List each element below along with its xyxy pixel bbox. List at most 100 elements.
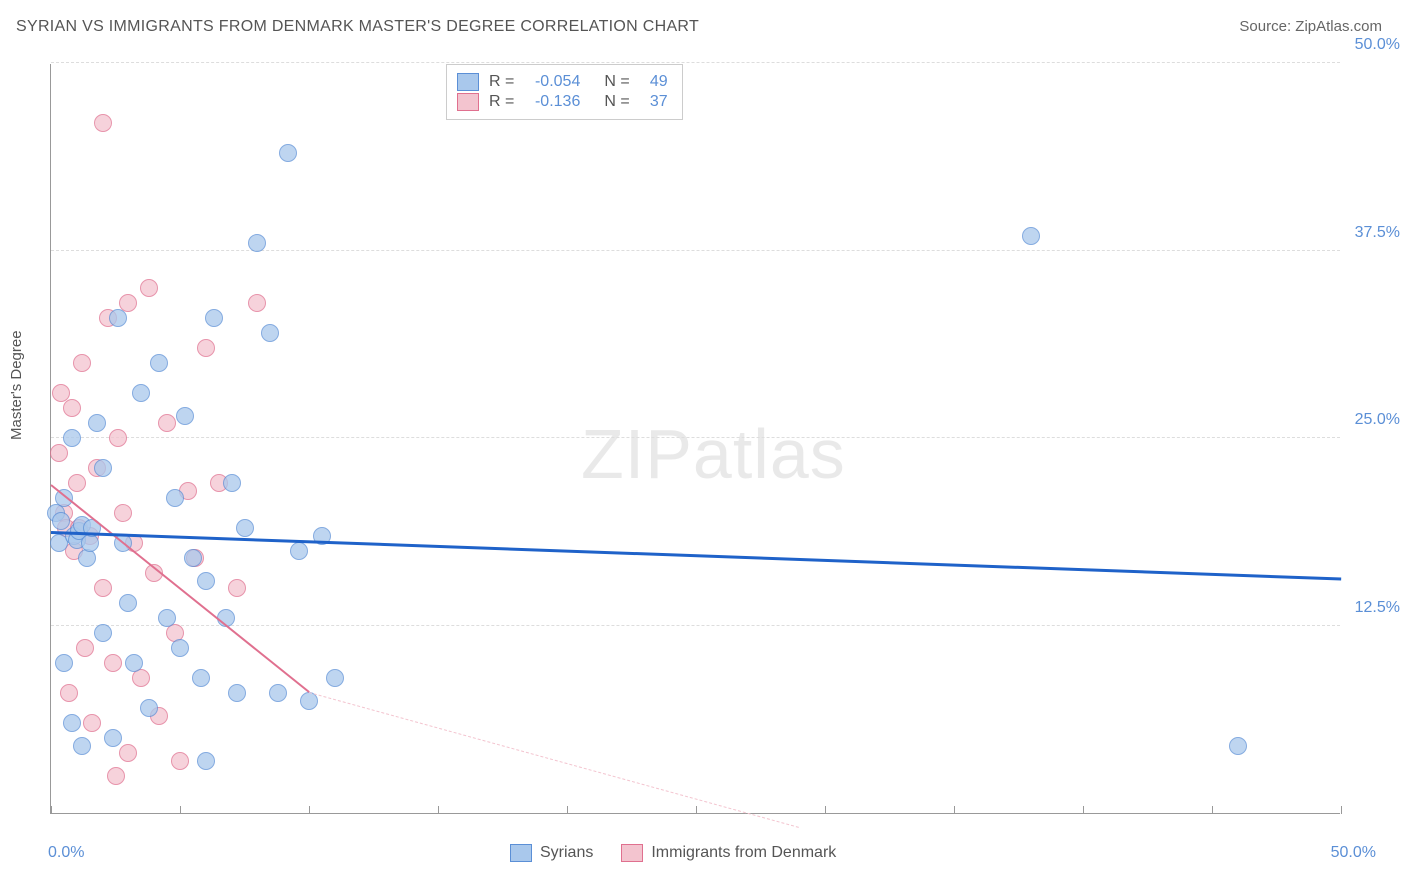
- stats-legend-row: R =-0.054 N =49: [457, 73, 668, 91]
- data-point: [88, 414, 106, 432]
- data-point: [107, 767, 125, 785]
- data-point: [60, 684, 78, 702]
- data-point: [158, 609, 176, 627]
- x-tick: [1341, 806, 1342, 814]
- series-legend: Syrians Immigrants from Denmark: [510, 844, 836, 862]
- data-point: [171, 639, 189, 657]
- legend-item: Syrians: [510, 844, 593, 862]
- data-point: [1229, 737, 1247, 755]
- source-name: ZipAtlas.com: [1295, 18, 1382, 35]
- x-tick: [567, 806, 568, 814]
- data-point: [261, 324, 279, 342]
- x-tick: [954, 806, 955, 814]
- data-point: [176, 407, 194, 425]
- r-label: R =: [489, 73, 514, 91]
- x-tick: [180, 806, 181, 814]
- data-point: [197, 339, 215, 357]
- data-point: [171, 752, 189, 770]
- data-point: [326, 669, 344, 687]
- data-point: [94, 579, 112, 597]
- data-point: [184, 549, 202, 567]
- data-point: [228, 579, 246, 597]
- data-point: [197, 572, 215, 590]
- x-tick: [309, 806, 310, 814]
- r-value: -0.054: [524, 73, 580, 91]
- x-tick: [825, 806, 826, 814]
- stats-legend: R =-0.054 N =49R =-0.136 N =37: [446, 64, 683, 120]
- data-point: [205, 309, 223, 327]
- data-point: [104, 654, 122, 672]
- data-point: [94, 459, 112, 477]
- data-point: [114, 504, 132, 522]
- data-point: [119, 594, 137, 612]
- data-point: [290, 542, 308, 560]
- y-tick-label: 50.0%: [1355, 36, 1400, 54]
- data-point: [236, 519, 254, 537]
- data-point: [63, 399, 81, 417]
- data-point: [76, 639, 94, 657]
- r-label: R =: [489, 93, 514, 111]
- regression-line: [50, 484, 309, 693]
- legend-label: Immigrants from Denmark: [651, 844, 836, 862]
- data-point: [73, 354, 91, 372]
- legend-swatch: [621, 844, 643, 862]
- legend-swatch: [457, 73, 479, 91]
- page-title: SYRIAN VS IMMIGRANTS FROM DENMARK MASTER…: [16, 18, 699, 36]
- legend-swatch: [457, 93, 479, 111]
- x-tick: [696, 806, 697, 814]
- data-point: [248, 294, 266, 312]
- x-tick: [438, 806, 439, 814]
- gridline: [51, 250, 1340, 251]
- data-point: [125, 654, 143, 672]
- regression-line: [309, 692, 799, 828]
- data-point: [150, 354, 168, 372]
- n-value: 37: [640, 93, 668, 111]
- data-point: [109, 309, 127, 327]
- gridline: [51, 62, 1340, 63]
- watermark-b: atlas: [693, 415, 846, 493]
- legend-item: Immigrants from Denmark: [621, 844, 836, 862]
- x-axis-origin-label: 0.0%: [48, 844, 84, 862]
- n-label: N =: [604, 73, 629, 91]
- data-point: [68, 474, 86, 492]
- data-point: [63, 429, 81, 447]
- x-axis-max-label: 50.0%: [1331, 844, 1376, 862]
- data-point: [140, 279, 158, 297]
- data-point: [192, 669, 210, 687]
- data-point: [158, 414, 176, 432]
- data-point: [132, 384, 150, 402]
- data-point: [109, 429, 127, 447]
- stats-legend-row: R =-0.136 N =37: [457, 93, 668, 111]
- data-point: [166, 489, 184, 507]
- data-point: [279, 144, 297, 162]
- data-point: [50, 444, 68, 462]
- data-point: [140, 699, 158, 717]
- data-point: [1022, 227, 1040, 245]
- scatter-chart: ZIPatlas R =-0.054 N =49R =-0.136 N =37 …: [50, 64, 1340, 814]
- legend-label: Syrians: [540, 844, 593, 862]
- data-point: [63, 714, 81, 732]
- data-point: [223, 474, 241, 492]
- data-point: [55, 654, 73, 672]
- gridline: [51, 625, 1340, 626]
- y-tick-label: 37.5%: [1355, 224, 1400, 242]
- watermark-text: ZIPatlas: [581, 414, 846, 494]
- data-point: [197, 752, 215, 770]
- y-tick-label: 25.0%: [1355, 411, 1400, 429]
- watermark-a: ZIP: [581, 415, 693, 493]
- data-point: [52, 512, 70, 530]
- data-point: [269, 684, 287, 702]
- data-point: [83, 714, 101, 732]
- r-value: -0.136: [524, 93, 580, 111]
- data-point: [94, 114, 112, 132]
- data-point: [228, 684, 246, 702]
- x-tick: [1083, 806, 1084, 814]
- y-tick-label: 12.5%: [1355, 599, 1400, 617]
- data-point: [119, 744, 137, 762]
- source-credit: Source: ZipAtlas.com: [1239, 18, 1382, 35]
- x-tick: [1212, 806, 1213, 814]
- regression-line: [51, 531, 1341, 580]
- y-axis-label: Master's Degree: [8, 330, 25, 440]
- data-point: [104, 729, 122, 747]
- data-point: [73, 737, 91, 755]
